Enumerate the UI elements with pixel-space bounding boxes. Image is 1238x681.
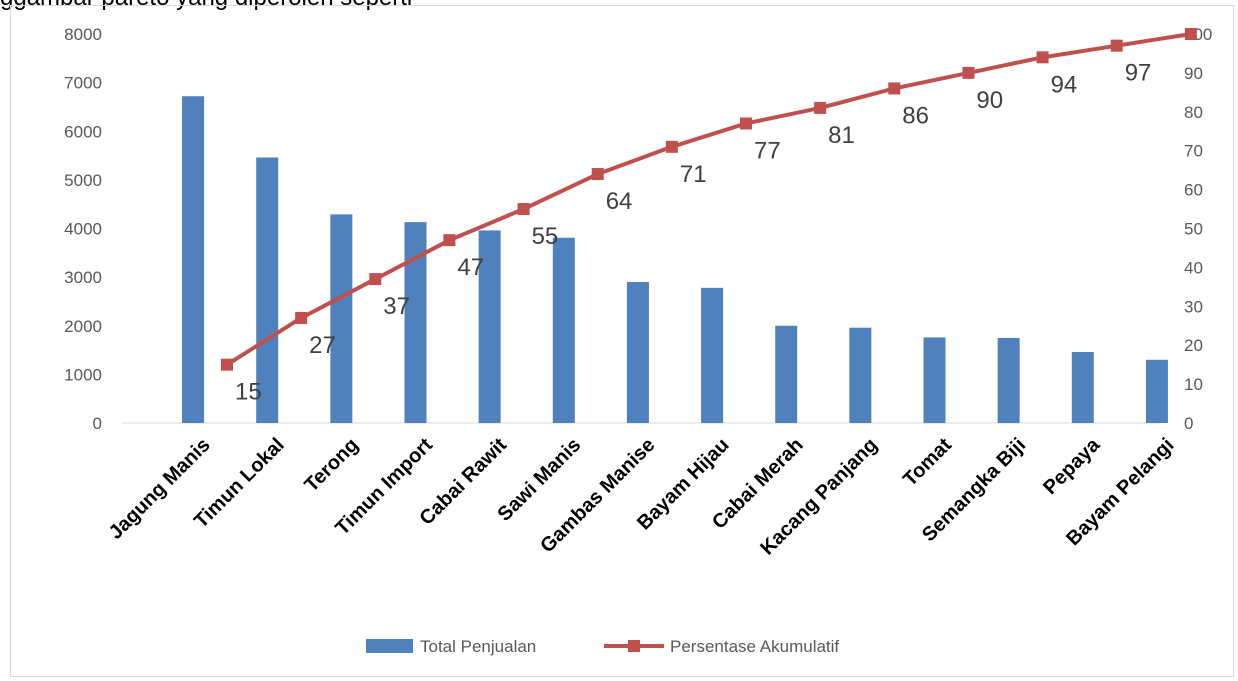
y-left-tick-label: 8000 (64, 25, 102, 44)
line-marker (888, 82, 901, 95)
data-label: 55 (532, 223, 559, 250)
y-right-tick-label: 80 (1184, 103, 1203, 122)
y-right-tick-label: 40 (1184, 258, 1203, 277)
data-label: 64 (606, 188, 633, 215)
y-right-tick-label: 70 (1184, 142, 1203, 161)
y-left-tick-label: 5000 (64, 171, 102, 190)
legend-swatch-bar (366, 639, 413, 653)
legend-swatch-marker (628, 640, 640, 652)
line-marker (591, 168, 604, 181)
y-right-tick-label: 90 (1184, 64, 1203, 83)
data-label: 90 (976, 87, 1003, 114)
y-left-tick-label: 3000 (64, 268, 102, 287)
data-label: 77 (754, 137, 781, 164)
bar (626, 281, 649, 423)
data-label: 81 (828, 122, 855, 149)
bar (997, 337, 1020, 423)
bar (701, 287, 724, 423)
y-left-tick-label: 6000 (64, 122, 102, 141)
y-left-tick-label: 0 (93, 414, 102, 433)
data-label: 27 (309, 332, 336, 359)
category-label: Tomat (899, 434, 956, 491)
y-left-tick-label: 4000 (64, 220, 102, 239)
line-marker (1110, 39, 1123, 52)
bar (849, 327, 872, 423)
bar (330, 214, 353, 423)
data-label: 37 (383, 293, 410, 320)
bar (775, 325, 798, 423)
chart-frame (10, 5, 1234, 677)
y-right-tick-label: 60 (1184, 181, 1203, 200)
category-label: Pepaya (1039, 433, 1105, 499)
line-marker (295, 311, 308, 324)
data-label: 86 (902, 102, 929, 129)
bar (256, 157, 279, 423)
cumulative-line (225, 32, 1192, 367)
y-right-tick-label: 10 (1184, 375, 1203, 394)
legend-label: Total Penjualan (420, 637, 536, 656)
line-marker (1036, 51, 1049, 64)
line-marker (369, 273, 382, 286)
bar (1145, 359, 1168, 423)
y-left-tick-label: 2000 (64, 317, 102, 336)
line-marker (665, 140, 678, 153)
y-right-tick-label: 20 (1184, 336, 1203, 355)
line-marker (1184, 28, 1197, 40)
legend-label: Persentase Akumulatif (670, 637, 839, 656)
y-left-tick-label: 1000 (64, 365, 102, 384)
y-left-tick-label: 7000 (64, 74, 102, 93)
bar (404, 222, 427, 423)
line-marker (740, 117, 752, 130)
bar (182, 96, 205, 424)
bar (1071, 352, 1094, 423)
category-label: Jagung Manis (105, 434, 215, 544)
bar (923, 337, 946, 423)
data-label: 94 (1051, 71, 1078, 98)
line-marker (517, 203, 530, 216)
bar (552, 237, 575, 423)
y-right-tick-label: 30 (1184, 297, 1203, 316)
y-right-tick-label: 0 (1184, 414, 1193, 433)
data-label: 71 (680, 161, 707, 188)
y-right-tick-label: 50 (1184, 220, 1203, 239)
line-marker (962, 66, 975, 79)
bar (478, 230, 501, 423)
line-marker (814, 101, 827, 114)
category-label: Terong (300, 434, 362, 496)
data-label: 47 (457, 254, 484, 281)
line-marker (443, 234, 456, 247)
line-marker (221, 358, 233, 371)
data-label: 97 (1125, 60, 1152, 87)
data-label: 15 (235, 379, 262, 406)
